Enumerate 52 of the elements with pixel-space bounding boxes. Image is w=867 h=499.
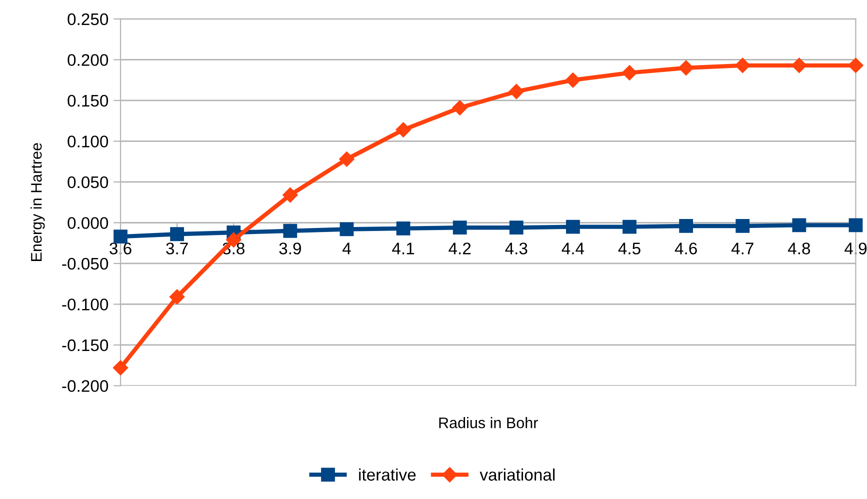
y-tick-label: 0.050 — [68, 176, 108, 188]
y-tick-label: -0.200 — [62, 380, 108, 392]
x-tick-label: 4.9 — [844, 242, 867, 254]
point — [678, 60, 694, 76]
x-tick-label: 4.3 — [505, 242, 528, 254]
legend-label: iterative — [359, 468, 416, 481]
point — [735, 58, 750, 73]
point — [396, 221, 410, 236]
y-axis-title: Energy in Hartree — [30, 143, 45, 261]
y-tick-label: 0.000 — [68, 217, 108, 229]
x-tick-label: 4.2 — [448, 242, 471, 254]
point — [792, 218, 806, 232]
point — [396, 122, 411, 138]
y-tick-label: -0.050 — [62, 258, 108, 270]
y-tick-label: -0.100 — [62, 298, 108, 310]
x-tick-label: 3.7 — [166, 242, 188, 254]
x-tick-label: 3.6 — [110, 242, 132, 254]
point — [170, 289, 185, 304]
x-tick-label: 3.9 — [279, 242, 301, 254]
x-tick-label: 4.4 — [562, 242, 584, 254]
point — [452, 220, 467, 235]
y-tick-label: 0.150 — [68, 94, 108, 107]
point — [112, 360, 128, 376]
x-tick-label: 4.6 — [674, 242, 697, 254]
x-tick-label: 4.7 — [731, 242, 754, 254]
point — [622, 65, 638, 80]
x-tick-label: 4.8 — [788, 242, 810, 254]
point — [340, 222, 354, 236]
point — [792, 58, 807, 73]
legend-label: variational — [480, 468, 555, 481]
y-tick-label: 0.250 — [68, 13, 108, 26]
point — [508, 84, 524, 100]
point — [566, 220, 580, 234]
x-tick-label: 4.5 — [618, 242, 640, 254]
point — [848, 218, 863, 232]
x-axis-title: Radius in Bohr — [439, 417, 538, 428]
point — [339, 152, 354, 167]
y-tick-label: -0.150 — [62, 339, 108, 352]
point — [170, 227, 184, 242]
point — [452, 100, 468, 116]
point — [848, 58, 864, 73]
point — [622, 220, 636, 234]
point — [282, 187, 298, 203]
y-tick-label: 0.200 — [68, 54, 108, 66]
x-tick-label: 4.1 — [392, 242, 414, 254]
point — [679, 219, 694, 233]
point — [736, 219, 750, 233]
x-tick-label: 4 — [342, 242, 351, 254]
point — [565, 72, 581, 88]
y-tick-label: 0.100 — [68, 136, 108, 148]
point — [283, 224, 298, 238]
point — [509, 220, 524, 235]
